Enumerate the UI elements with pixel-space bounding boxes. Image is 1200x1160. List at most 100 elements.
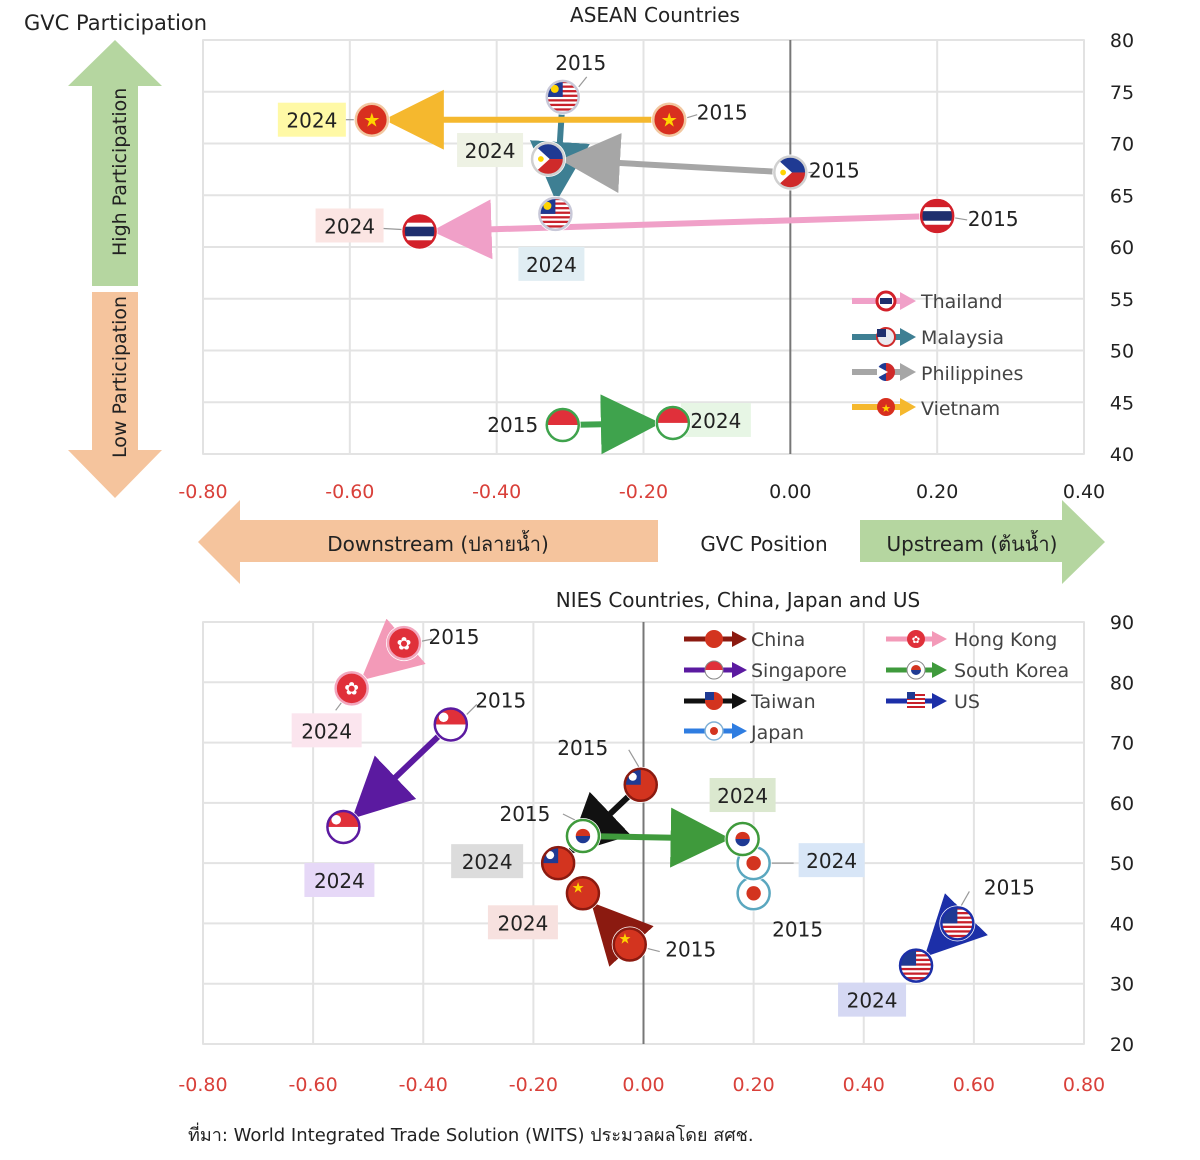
svg-text:✿: ✿ bbox=[344, 680, 359, 700]
year-label-box bbox=[709, 778, 776, 813]
svg-text:★: ★ bbox=[572, 880, 585, 896]
year-label-box bbox=[277, 102, 346, 137]
asean-points: ★★ bbox=[353, 78, 956, 444]
year-label-extra-2015: 2015 bbox=[487, 413, 538, 437]
asean-chart: ASEAN Countries 40 45 50 55 60 65 70 75 80 -0.80 -… bbox=[178, 3, 1134, 503]
year-label-hong-kong-2015: 2015 bbox=[429, 625, 480, 649]
point-philippines-2015 bbox=[772, 154, 809, 191]
point-malaysia-2015 bbox=[544, 78, 581, 115]
legend-thailand: Thailand bbox=[852, 290, 1003, 313]
year-label-vietnam-2015: 2015 bbox=[697, 101, 748, 125]
point-taiwan-2024 bbox=[540, 845, 577, 882]
y-tick-label: 45 bbox=[1110, 392, 1134, 414]
asean-arrows bbox=[383, 89, 924, 455]
year-label-philippines-2015: 2015 bbox=[809, 158, 860, 182]
y-axis-title: GVC Participation bbox=[24, 11, 207, 35]
nies-ticks: 20 30 40 50 60 70 80 90 -0.80 -0.60 -0.40 -0.20 0.00… bbox=[178, 612, 1134, 1096]
arrow-south-korea bbox=[596, 807, 731, 868]
low-participation-label: Low Participation bbox=[109, 296, 131, 458]
high-participation-label: High Participation bbox=[109, 88, 131, 256]
y-tick-label: 60 bbox=[1110, 237, 1134, 259]
nies-arrows bbox=[352, 618, 988, 967]
x-tick-label: 0.40 bbox=[843, 1074, 885, 1096]
legend-philippines-label: Philippines bbox=[921, 363, 1023, 385]
asean-chart-title: ASEAN Countries bbox=[570, 3, 740, 27]
asean-point-labels: 2015 2024 2015 2024 2015 2024 2015 2024 2015 2024 bbox=[277, 51, 1019, 437]
arrow-extra bbox=[576, 394, 661, 455]
year-label-box bbox=[457, 133, 524, 168]
year-label-south-korea-2024: 2024 bbox=[717, 784, 768, 808]
asean-legend: Thailand Malaysia Philippines bbox=[852, 290, 1023, 420]
year-label-malaysia-2024: 2024 bbox=[526, 253, 577, 277]
x-tick-label: 0.60 bbox=[953, 1074, 995, 1096]
point-hong-kong-2024: ✿ bbox=[333, 670, 370, 707]
downstream-label: Downstream (ปลายน้ำ) bbox=[327, 530, 549, 556]
year-label-extra-2024: 2024 bbox=[690, 409, 741, 433]
year-label-china-2024: 2024 bbox=[497, 911, 548, 935]
y-tick-label: 75 bbox=[1110, 82, 1134, 104]
x-tick-label: -0.20 bbox=[619, 481, 668, 503]
leader-line bbox=[421, 638, 433, 642]
legend-thailand-label: Thailand bbox=[920, 291, 1003, 313]
point-hong-kong-2015: ✿ bbox=[385, 625, 422, 662]
point-extra-2024 bbox=[654, 404, 691, 441]
leader-line bbox=[628, 749, 640, 768]
upstream-label: Upstream (ต้นน้ำ) bbox=[887, 530, 1058, 556]
legend-hongkong: ✿ Hong Kong bbox=[886, 629, 1057, 651]
point-china-2024: ★ bbox=[564, 875, 601, 912]
year-label-thailand-2024: 2024 bbox=[324, 214, 375, 238]
legend-japan: Japan bbox=[684, 721, 804, 744]
point-singapore-2024 bbox=[325, 808, 362, 845]
y-tick-label: 50 bbox=[1110, 341, 1134, 363]
point-us-2024 bbox=[898, 947, 935, 984]
legend-vietnam-label: Vietnam bbox=[921, 398, 1000, 420]
leader-line bbox=[960, 891, 970, 906]
svg-text:★: ★ bbox=[661, 108, 678, 131]
point-malaysia-2024 bbox=[537, 195, 574, 232]
x-tick-label: -0.60 bbox=[325, 481, 374, 503]
point-thailand-2015 bbox=[919, 197, 956, 234]
leader-line bbox=[466, 704, 478, 715]
svg-text:★: ★ bbox=[363, 108, 380, 131]
year-label-malaysia-2015: 2015 bbox=[555, 51, 606, 75]
x-tick-label: 0.00 bbox=[769, 481, 811, 503]
nies-points: ★ ★ ✿ ✿ bbox=[325, 625, 976, 984]
point-vietnam-2024: ★ bbox=[353, 101, 390, 138]
point-philippines-2024 bbox=[530, 141, 567, 178]
legend-hongkong-label: Hong Kong bbox=[954, 629, 1057, 651]
year-label-box bbox=[487, 905, 558, 940]
y-tick-label: 30 bbox=[1110, 974, 1134, 996]
point-taiwan-2015 bbox=[622, 766, 659, 803]
year-label-china-2015: 2015 bbox=[665, 938, 716, 962]
legend-us-label: US bbox=[954, 691, 980, 713]
svg-text:✿: ✿ bbox=[397, 635, 412, 655]
year-label-us-2015: 2015 bbox=[984, 875, 1035, 899]
year-label-vietnam-2024: 2024 bbox=[286, 109, 337, 133]
x-tick-label: -0.40 bbox=[399, 1074, 448, 1096]
legend-philippines: Philippines bbox=[852, 363, 1023, 385]
y-tick-label: 80 bbox=[1110, 672, 1134, 694]
svg-text:★: ★ bbox=[881, 402, 891, 415]
leader-line bbox=[578, 76, 588, 88]
legend-us: US bbox=[886, 691, 980, 713]
legend-singapore-label: Singapore bbox=[751, 660, 847, 682]
legend-japan-label: Japan bbox=[750, 722, 804, 744]
leader-line bbox=[335, 701, 343, 711]
nies-legend: China Singapore Taiwan bbox=[684, 629, 1069, 744]
point-us-2015 bbox=[939, 905, 976, 942]
source-note: ที่มา: World Integrated Trade Solution (… bbox=[188, 1122, 754, 1146]
legend-malaysia-label: Malaysia bbox=[921, 327, 1004, 349]
point-vietnam-2015: ★ bbox=[651, 101, 688, 138]
y-tick-label: 80 bbox=[1110, 30, 1134, 52]
arrow-singapore bbox=[352, 731, 443, 819]
point-japan-2015 bbox=[735, 875, 772, 912]
year-label-thailand-2015: 2015 bbox=[968, 207, 1019, 231]
arrow-thailand bbox=[431, 199, 924, 260]
y-tick-label: 40 bbox=[1110, 913, 1134, 935]
arrow-china bbox=[591, 902, 654, 967]
leader-line bbox=[687, 114, 698, 119]
year-label-box bbox=[451, 844, 524, 879]
upstream-arrow: Upstream (ต้นน้ำ) bbox=[860, 500, 1105, 584]
legend-china: China bbox=[684, 629, 805, 651]
